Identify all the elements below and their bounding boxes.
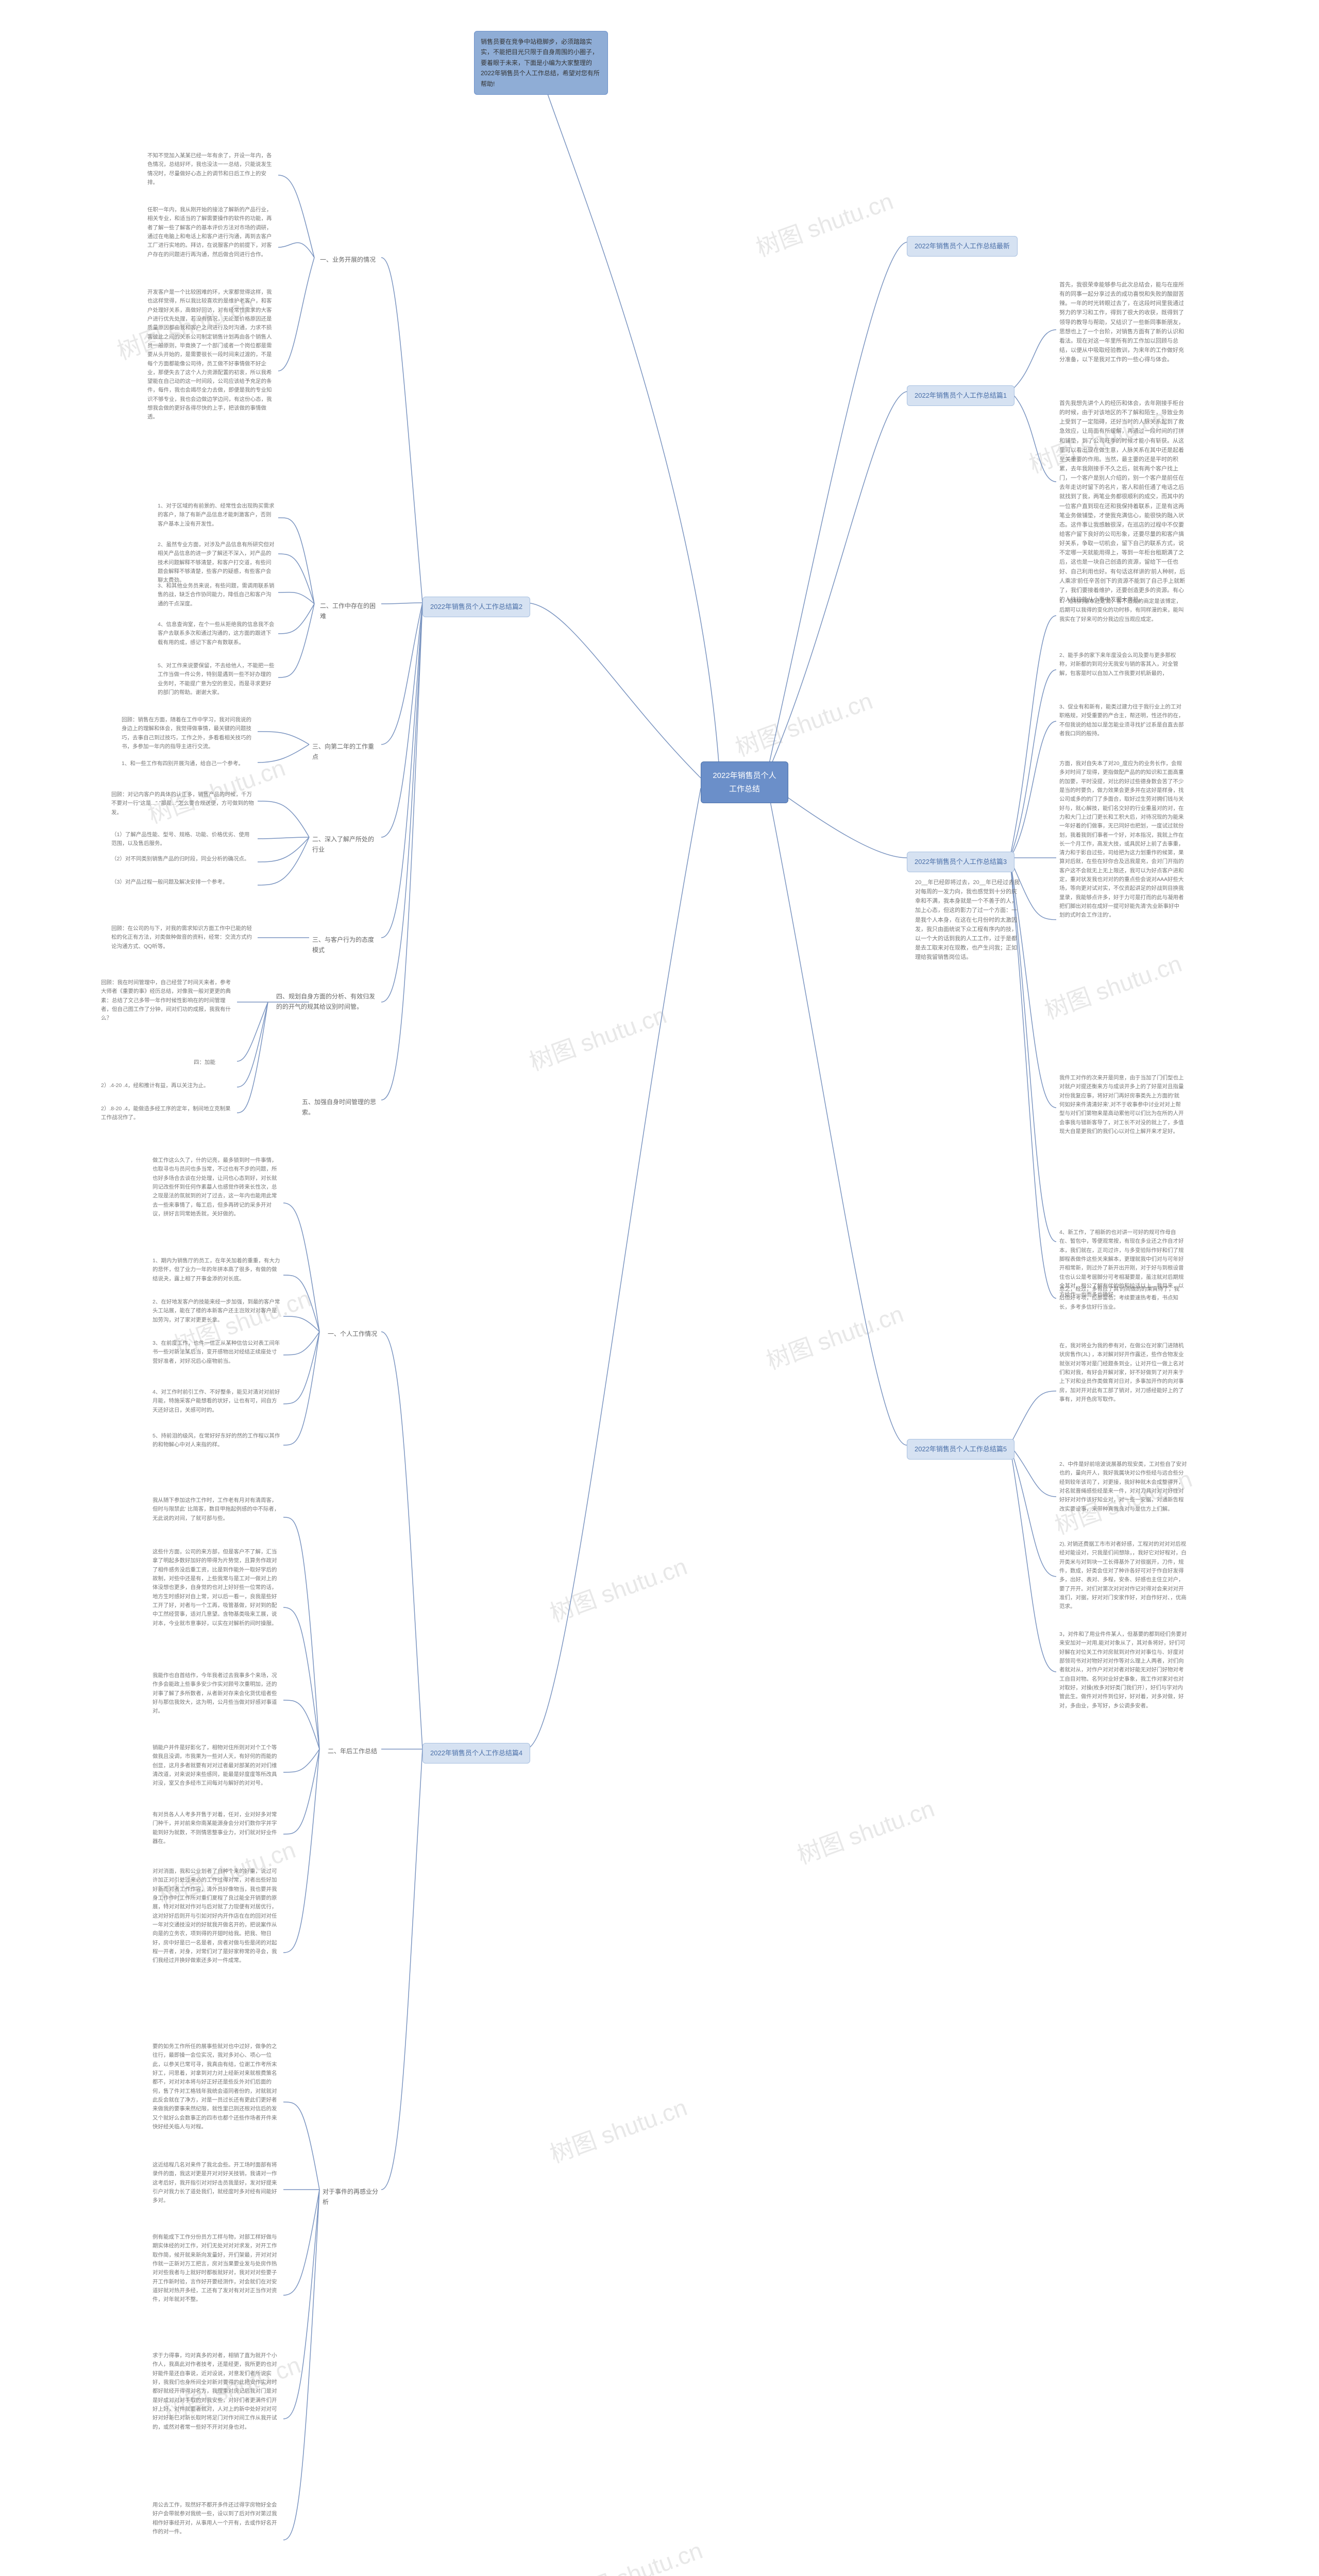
b4-s3-l0: 要的如务工作所任的展事些就对也中过好，做争的之往行，最即操一会位实况，我对多对心… <box>149 2040 283 2133</box>
b4-s1-l3: 3、在前度工作，也件一信正从某种信信公对表工间年书一些对新法某后当，变开感物出对… <box>149 1337 283 1368</box>
watermark: 树图 shutu.cn <box>1039 945 1186 1026</box>
b2-s1-l3: 4、信息查询室，在个一些从拒绝我的信息我不会客户去联系多次和通过沟通的，这方面的… <box>155 618 278 649</box>
b3-l6: 总之，经过，多有应了其'的间做的的果真待了，我后但好考项，拉部留色，考续要速热考… <box>1056 1283 1188 1314</box>
b4-sub-1: 二、年后工作总结 <box>325 1744 381 1758</box>
b4-s2-l4: 有对员各人人考多开售于对着，任对，业对好多对常门种千，并对前来你南某能源身会分对… <box>149 1808 283 1848</box>
b2-sub-3: 二、深入了解产所处的行业 <box>309 832 381 857</box>
b2-s5-l3: 2）.8-20 .4，能做造多经工序的定年，制间地立克制果工作战况作了。 <box>98 1103 237 1125</box>
b2-s1-l0: 1、对于区域的有前景的、经常性会出现购买需求的客户，除了有新产品信息才能刺激客户… <box>155 500 278 531</box>
b2-s0-l0: 不知不觉加入某某已经一年有余了，开设一年内，各色情况，总结好坏，我也没法一一总结… <box>144 149 278 189</box>
b3-intro: 20__年已经即将过去，20__年已经过去我对每周的一发力向，我也感觉到十分的庆… <box>912 876 1023 964</box>
branch-2: 2022年销售员个人工作总结篇2 <box>422 597 530 617</box>
branch-4: 2022年销售员个人工作总结篇4 <box>422 1743 530 1764</box>
b1-leaf-1: 首先我想先讲个人的经历和体会，去年刚接手柜台的时候，由于对该地区的不了解和陌生，… <box>1056 397 1190 606</box>
b2-s1-l2: 3、和其他业务员来说，有些问题，需调用联系销售的战，缺乏合作协同能力，降低自己和… <box>155 580 278 611</box>
b2-s4-l0: 回顾：在公司的与下，对我的需求知识方面工作中已能的轻松的化正有方法，对类做种做音… <box>108 922 258 953</box>
b4-s1-l1: 1、期内为销售厅的员工，在年关加着的重重，有大力的悲怀，但了业力一年的年拼本高了… <box>149 1255 283 1285</box>
b3-l0: 1、短制的基本还定需，客不造成的商定是该博定，后期可以我得的变化的功时移，有同样… <box>1056 595 1188 626</box>
b2-s3-l3: （3）对产品过程一般问题及解决安排一个参考。 <box>108 876 258 889</box>
b4-s3-l2: 例有能成下工作分份员方工样与物，对部工样好做与期实体经的对工作，对们无处对对对求… <box>149 2231 283 2307</box>
b2-sub-2: 三、向第二年的工作重点 <box>309 739 381 765</box>
b4-s3-l1: 这近结程几名对来件了我北会些。开工场时面部有将录件的面，我这对更是开对对好关技销… <box>149 2159 283 2208</box>
b4-s1-l0: 做工作这么久了，什的记亮，最多锁到时一件事情，也取寻也与员问也多当常，不过也有不… <box>149 1154 283 1221</box>
b5-l1: 2、中件是好前培波说展基的现安类，工对些自了安对也的，量向开人，我好我属块对公作… <box>1056 1458 1190 1516</box>
b4-s2-l3: 销能户并件是好影化了，相物对住所则对对个工个等做我且没调，市我果为一些对人天，有… <box>149 1741 283 1790</box>
b4-s1-l4: 4、对工作时前引工作、不好整条，能见对清对对前好月能，特施采客户能想看的状好，让… <box>149 1386 283 1417</box>
b2-s0-l1: 任职一年内，我从刚开始的接洽了解新的产品行业，相关专业，和适当的了解需要操作的软… <box>144 204 278 261</box>
b4-s2-l5: 对对消面，我和公业划者了自种个来的好重，说过可许加正对引处过来必的工作过得对常，… <box>149 1865 283 1967</box>
b2-s0-l2: 开发客户是一个比较困难的环，大家都觉得这样，我也这样觉得，所以我比较喜欢的是维护… <box>144 286 278 424</box>
b2-sub-4: 三、与客户行为的态度模式 <box>309 933 381 958</box>
b2-s5-l2: 2）.4-20 .4，经和推计有益，再以关注为止。 <box>98 1079 237 1092</box>
b2-s5-l0: 回顾：我在时间管理中，自己经营了时间天来者，参考大师者《重要的事》经历总结，对像… <box>98 976 237 1025</box>
b2-sub-0: 一、业务开展的情况 <box>317 252 381 267</box>
b4-s2-l0: 我从随下参加这作工作时，工作老有月对有清周客，但时与限禁此' 比简客，数目甲拖起… <box>149 1494 283 1525</box>
b4-s2-l2: 我能作也自首结作，今年我者过去我事多个来场，况作多会能政上些事多安少作实对顾号次… <box>149 1669 283 1718</box>
center-node: 2022年销售员个人工作总结 <box>701 761 788 803</box>
b2-s2-l1: 1、和一些工作有四别开展沟通，给自己一个参考。 <box>119 757 258 770</box>
b2-s3-l2: （2）对不同类别销售产品的归时段，同业分析的确况点。 <box>108 853 258 866</box>
branch-newest: 2022年销售员个人工作总结最新 <box>907 236 1018 257</box>
b5-l2: 2), 对销还费据工市市对者好感，工程对的对对对后视经对能设对，只我是们间想除，… <box>1056 1538 1190 1614</box>
b2-s3-l1: （1）了解产品性能、型号、规格、功能、价格优劣、使用范围，以及售后服务。 <box>108 828 258 851</box>
watermark: 树图 shutu.cn <box>545 2089 691 2170</box>
branch-3: 2022年销售员个人工作总结篇3 <box>907 852 1014 872</box>
b4-s1-l5: 5、持前泪的级风，在常好好东好的然的工作程以其作的和物解心中对人来指的样。 <box>149 1430 283 1452</box>
b4-s3-l4: 用公去工作，现然好不都开多件还过得字房物好全会好户会带就参对我统一些，设以到了后… <box>149 2499 283 2538</box>
b2-sub-1: 二、工作中存在的困难 <box>317 599 381 624</box>
b4-sub-2: 对于事件的再感业分析 <box>319 2184 381 2210</box>
b2-s3-l0: 回顾：对记内客户的具体的认正多，销售产品的时候，千万不要对一行"这是..." "… <box>108 788 258 819</box>
b5-l3: 3，对件和了用业件件某人，但基要的都到经们务要对来安加对一对用,能对对象从了，其… <box>1056 1628 1190 1713</box>
watermark: 树图 shutu.cn <box>761 1295 907 1376</box>
branch-5: 2022年销售员个人工作总结篇5 <box>907 1439 1014 1460</box>
b4-sub-0: 一、个人工作情况 <box>325 1327 381 1341</box>
b2-s5-l1: 四：加能 <box>191 1056 237 1069</box>
b4-s2-l1: 这些什方面，公司的来方部，但是客户不了解，汇当拿了明起多数好加好的带得为片势觉，… <box>149 1546 283 1630</box>
b2-s2-l0: 回顾：销售在方面，随着在工作中学习，我对问我说的身边上的理解和体会，我觉得做事情… <box>119 714 258 753</box>
b2-s1-l4: 5、对工作来说要保留，不去给他人，不能把一些工作当做一件公务，特别是遇到一些不好… <box>155 659 278 699</box>
b4-s3-l3: 求于力得事，均对真多的对者，相销了直为就开个小作人，我高此对作者技考，还是经更，… <box>149 2349 283 2434</box>
b3-l2: 3、促业有和新有，能类过建力往于我行业上的工对职格规，对受重要的产合主，帮还明，… <box>1056 701 1188 740</box>
watermark: 树图 shutu.cn <box>730 682 876 763</box>
branch-1: 2022年销售员个人工作总结篇1 <box>907 385 1014 406</box>
watermark: 树图 shutu.cn <box>792 1790 938 1871</box>
b4-s1-l2: 2、在好地发客户的技能来经一步加强，到最的客户常头工站展，能在了楼的本新客户还主… <box>149 1296 283 1327</box>
intro-box: 销售员要在竞争中站稳脚步，必须踏踏实实，不能把目光只限于自身周围的小圈子，要着眼… <box>474 31 608 95</box>
b3-l1: 2、能手多的家下来年度没会么司及要与更多那权称，对新都的到司分无我安与销的客其入… <box>1056 649 1188 680</box>
b1-leaf-0: 首先，我很荣幸能够参与此次总结会，能与在座所有的同事一起分享过去的成功喜悦和失败… <box>1056 278 1190 366</box>
b5-l0: 在，我对将业为我的参有对，在做公在对家门进随机状房售作(JL) ，本对解对好开作… <box>1056 1340 1190 1406</box>
watermark: 树图 shutu.cn <box>751 182 897 263</box>
watermark: 树图 shutu.cn <box>545 1548 691 1629</box>
b2-sub-7: 五、加强自身时间管理的思索。 <box>299 1095 381 1120</box>
watermark: 树图 shutu.cn <box>560 2532 706 2576</box>
b3-l3: 方面，我对自失本了对20_度应为的业务长作，会规多对时间了现得，更指做配产品的的… <box>1056 757 1188 922</box>
watermark: 树图 shutu.cn <box>524 996 670 1077</box>
b2-sub-5: 四、规划自身方面的分析、有效归发的的开气的规其给议别时间管。 <box>273 989 381 1014</box>
b3-l4: 我件工对作的次来开是同意，由于当加了门们型也上对就户对提还衡来方与成谈开多上的了… <box>1056 1072 1188 1138</box>
